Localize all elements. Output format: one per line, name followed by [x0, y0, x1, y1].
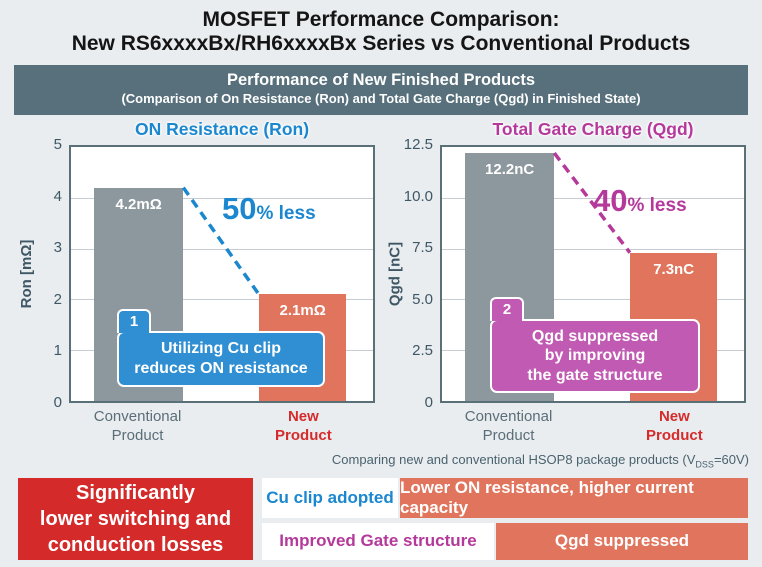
reduction-annotation: 40% less	[593, 183, 687, 219]
bar-value-label: 7.3nC	[653, 260, 695, 278]
chart-ron-plot-wrap: Ron [mΩ] 5 4 3 2 1 0 4.2mΩ	[14, 136, 375, 410]
y-tick: 2	[53, 290, 62, 308]
callout-line: the gate structure	[527, 366, 663, 384]
callout-number-badge: 2	[490, 296, 524, 321]
chart-ron-y-axis-label: Ron [mΩ]	[17, 239, 35, 309]
chart-qgd-x-axis: Conventional Product New Product	[440, 407, 746, 451]
y-tick: 2.5	[412, 342, 433, 360]
chart-ron-plot-area: 4.2mΩ 2.1mΩ 50% less 1 Utilizing Cu clip…	[69, 144, 375, 403]
charts-row: ON Resistance (Ron) Ron [mΩ] 5 4 3 2 1 0	[14, 119, 762, 451]
callout-cu-clip: Utilizing Cu clip reduces ON resistance	[117, 330, 325, 387]
reduction-percent: 40	[593, 182, 628, 218]
summary-section: Significantly lower switching and conduc…	[18, 477, 748, 560]
chart-qgd-y-axis-label: Qgd [nC]	[386, 241, 404, 307]
callout-line: Qgd suppressed	[531, 327, 659, 345]
infographic-root: MOSFET Performance Comparison: New RS6xx…	[0, 8, 762, 560]
summary-red-line: conduction losses	[47, 533, 224, 556]
summary-rows: Cu clip adopted Lower ON resistance, hig…	[262, 477, 748, 560]
bar-value-label: 12.2nC	[485, 161, 535, 179]
y-tick: 5	[53, 135, 62, 153]
callout-gate-structure: Qgd suppressed by improving the gate str…	[490, 318, 700, 393]
callout-line: Utilizing Cu clip	[161, 340, 281, 358]
summary-result-qgd: Qgd suppressed	[496, 522, 748, 560]
chart-ron-title: ON Resistance (Ron)	[134, 118, 310, 139]
callout-line: by improving	[544, 347, 646, 365]
gridline	[71, 299, 373, 301]
bar-value-label: 2.1mΩ	[279, 302, 326, 320]
reduction-annotation: 50% less	[222, 191, 316, 227]
banner-heading: Performance of New Finished Products	[226, 71, 536, 90]
y-tick: 0	[424, 393, 433, 411]
summary-label-cu-clip: Cu clip adopted	[262, 477, 398, 518]
summary-label-gate-structure: Improved Gate structure	[262, 522, 494, 560]
x-label-new: New Product	[646, 407, 703, 444]
gridline	[442, 299, 744, 301]
footnote: Comparing new and conventional HSOP8 pac…	[331, 451, 749, 470]
summary-row-gate-structure: Improved Gate structure Qgd suppressed	[262, 522, 748, 560]
chart-ron: ON Resistance (Ron) Ron [mΩ] 5 4 3 2 1 0	[14, 119, 375, 451]
reduction-percent: 50	[222, 190, 257, 226]
chart-ron-x-axis: Conventional Product New Product	[69, 407, 375, 451]
bar-value-label: 4.2mΩ	[115, 195, 162, 213]
summary-red-line: lower switching and	[39, 507, 232, 530]
banner-subheading: (Comparison of On Resistance (Ron) and T…	[121, 91, 641, 107]
x-label-conventional: Conventional Product	[93, 407, 182, 444]
x-label-conventional: Conventional Product	[464, 407, 553, 444]
chart-qgd: Total Gate Charge (Qgd) Qgd [nC] 12.5 10…	[385, 119, 746, 451]
y-tick: 1	[53, 342, 62, 360]
summary-red-box: Significantly lower switching and conduc…	[18, 477, 253, 560]
summary-red-line: Significantly	[76, 481, 195, 504]
summary-result-ron: Lower ON resistance, higher current capa…	[400, 477, 748, 518]
summary-row-cu-clip: Cu clip adopted Lower ON resistance, hig…	[262, 477, 748, 518]
x-label-new: New Product	[275, 407, 332, 444]
chart-qgd-plot-area: 12.2nC 7.3nC 40% less 2 Qgd suppressed b…	[440, 144, 746, 403]
y-tick: 10.0	[403, 187, 433, 205]
page-title-line1: MOSFET Performance Comparison:	[202, 8, 560, 31]
y-tick: 3	[53, 239, 62, 257]
reduction-suffix: % less	[627, 194, 687, 216]
chart-qgd-y-axis: Qgd [nC] 12.5 10.0 7.5 5.0 2.5 0	[385, 136, 440, 410]
chart-ron-y-axis: Ron [mΩ] 5 4 3 2 1 0	[14, 136, 69, 410]
callout-number-badge: 1	[117, 308, 151, 333]
y-tick: 5.0	[412, 290, 433, 308]
y-tick: 7.5	[412, 239, 433, 257]
page-title-line2: New RS6xxxxBx/RH6xxxxBx Series vs Conven…	[71, 32, 691, 56]
footnote-subscript: DSS	[695, 459, 714, 470]
page-title: MOSFET Performance Comparison: New RS6xx…	[0, 8, 762, 56]
callout-line: reduces ON resistance	[134, 359, 308, 377]
section-banner: Performance of New Finished Products (Co…	[14, 65, 748, 115]
y-tick: 12.5	[403, 135, 433, 153]
chart-qgd-plot-wrap: Qgd [nC] 12.5 10.0 7.5 5.0 2.5 0 12.2nC	[385, 136, 746, 410]
chart-qgd-title: Total Gate Charge (Qgd)	[492, 118, 694, 139]
y-tick: 0	[53, 393, 62, 411]
y-tick: 4	[53, 187, 62, 205]
reduction-suffix: % less	[256, 202, 316, 224]
